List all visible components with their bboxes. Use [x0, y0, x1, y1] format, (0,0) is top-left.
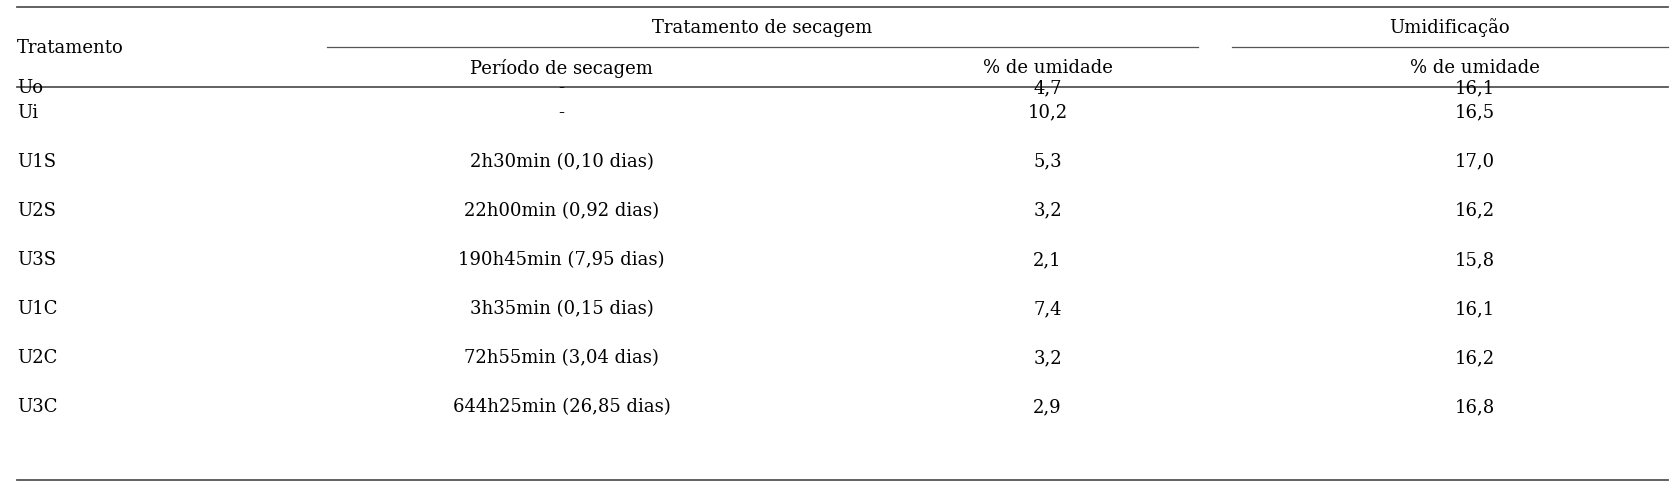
Text: 17,0: 17,0 — [1455, 152, 1495, 170]
Text: Tratamento de secagem: Tratamento de secagem — [652, 19, 873, 37]
Text: 16,1: 16,1 — [1455, 300, 1495, 317]
Text: 2h30min (0,10 dias): 2h30min (0,10 dias) — [469, 152, 654, 170]
Text: 2,9: 2,9 — [1032, 398, 1063, 415]
Text: U1S: U1S — [17, 152, 55, 170]
Text: U2C: U2C — [17, 348, 57, 366]
Text: -: - — [558, 103, 565, 122]
Text: U2S: U2S — [17, 202, 55, 220]
Text: 16,2: 16,2 — [1455, 348, 1495, 366]
Text: U3C: U3C — [17, 398, 57, 415]
Text: 15,8: 15,8 — [1455, 250, 1495, 268]
Text: 190h45min (7,95 dias): 190h45min (7,95 dias) — [458, 250, 665, 268]
Text: 16,8: 16,8 — [1455, 398, 1495, 415]
Text: Tratamento: Tratamento — [17, 39, 124, 57]
Text: 16,5: 16,5 — [1455, 103, 1495, 122]
Text: 4,7: 4,7 — [1032, 79, 1063, 97]
Text: Umidificação: Umidificação — [1389, 19, 1510, 38]
Text: 644h25min (26,85 dias): 644h25min (26,85 dias) — [453, 398, 670, 415]
Text: Uo: Uo — [17, 79, 44, 97]
Text: 16,2: 16,2 — [1455, 202, 1495, 220]
Text: Período de secagem: Período de secagem — [469, 59, 654, 77]
Text: 3h35min (0,15 dias): 3h35min (0,15 dias) — [469, 300, 654, 317]
Text: 72h55min (3,04 dias): 72h55min (3,04 dias) — [464, 348, 659, 366]
Text: 2,1: 2,1 — [1032, 250, 1063, 268]
Text: 3,2: 3,2 — [1032, 348, 1063, 366]
Text: 3,2: 3,2 — [1032, 202, 1063, 220]
Text: 22h00min (0,92 dias): 22h00min (0,92 dias) — [464, 202, 659, 220]
Text: U1C: U1C — [17, 300, 57, 317]
Text: Ui: Ui — [17, 103, 39, 122]
Text: -: - — [558, 79, 565, 97]
Text: % de umidade: % de umidade — [1410, 59, 1540, 77]
Text: % de umidade: % de umidade — [982, 59, 1113, 77]
Text: 10,2: 10,2 — [1027, 103, 1068, 122]
Text: 5,3: 5,3 — [1032, 152, 1063, 170]
Text: 7,4: 7,4 — [1032, 300, 1063, 317]
Text: U3S: U3S — [17, 250, 55, 268]
Text: 16,1: 16,1 — [1455, 79, 1495, 97]
